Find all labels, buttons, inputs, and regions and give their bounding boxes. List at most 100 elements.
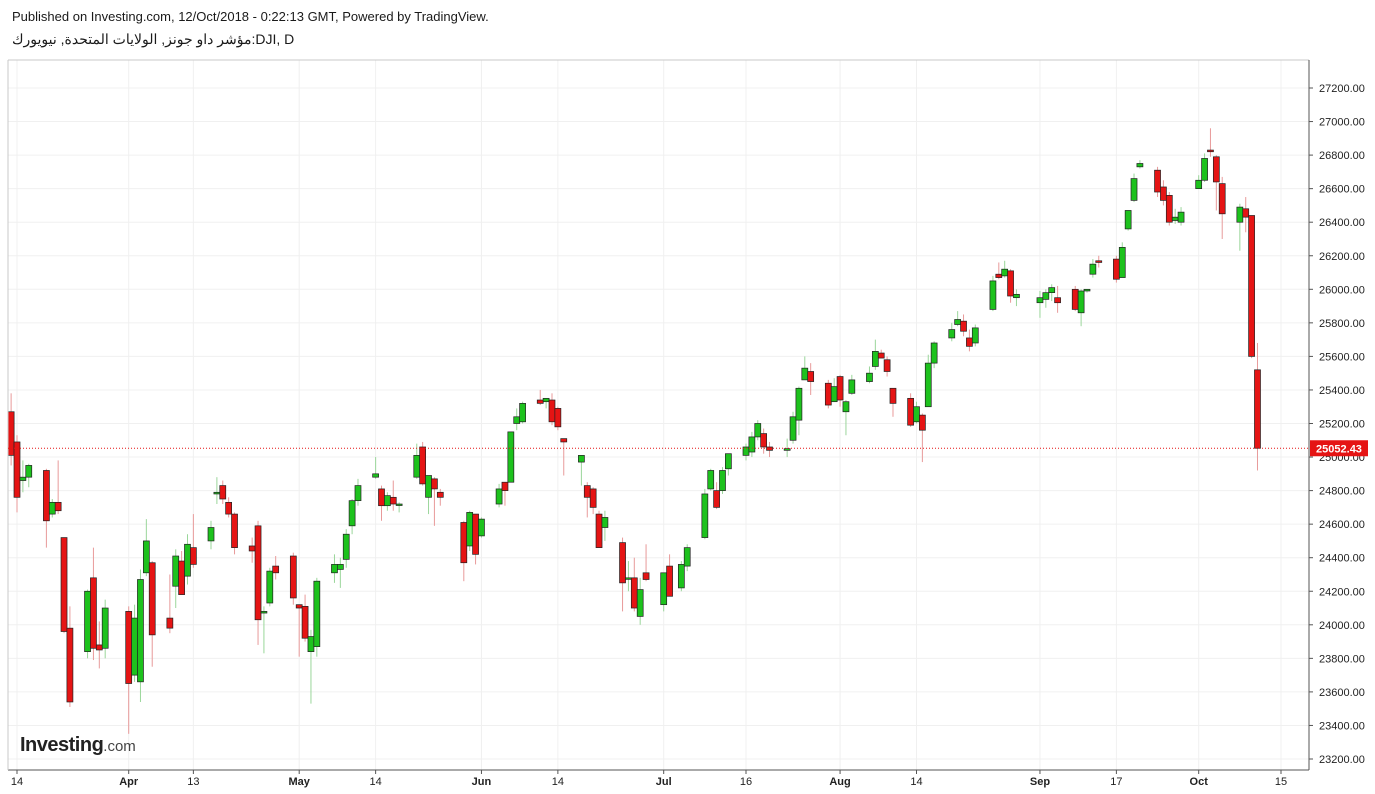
candle[interactable] [60, 537, 68, 634]
candle[interactable] [1171, 208, 1179, 224]
candle[interactable] [1248, 215, 1255, 359]
candle[interactable] [742, 443, 750, 461]
candle[interactable] [1113, 255, 1120, 283]
candle[interactable] [966, 329, 973, 352]
candle[interactable] [542, 397, 550, 409]
candle[interactable] [1212, 155, 1220, 211]
candle[interactable] [295, 604, 303, 657]
candle[interactable] [1042, 289, 1050, 308]
candle[interactable] [142, 519, 150, 577]
candle[interactable] [1054, 285, 1061, 313]
candle[interactable] [954, 311, 962, 327]
candle[interactable] [395, 502, 403, 513]
candle[interactable] [948, 322, 956, 342]
candle[interactable] [19, 460, 27, 493]
candle[interactable] [1089, 259, 1097, 278]
candle[interactable] [1048, 284, 1056, 302]
candle[interactable] [1007, 269, 1014, 303]
candle[interactable] [1207, 128, 1214, 157]
candle[interactable] [1242, 197, 1250, 233]
candle[interactable] [871, 339, 879, 370]
candle[interactable] [137, 569, 144, 702]
candle[interactable] [924, 354, 932, 408]
candle[interactable] [995, 262, 1003, 280]
candle[interactable] [630, 557, 638, 612]
candle[interactable] [636, 577, 644, 625]
candle[interactable] [554, 406, 562, 431]
candle[interactable] [425, 475, 432, 515]
candle[interactable] [1001, 260, 1009, 278]
candle[interactable] [989, 275, 997, 312]
candle[interactable] [830, 378, 838, 403]
candle[interactable] [971, 324, 979, 347]
candle[interactable] [301, 594, 309, 642]
candle[interactable] [7, 393, 15, 466]
candle[interactable] [748, 431, 756, 458]
candle[interactable] [754, 420, 762, 441]
candle[interactable] [431, 477, 438, 526]
candle[interactable] [472, 513, 479, 565]
candle[interactable] [1013, 289, 1020, 307]
candle[interactable] [913, 401, 920, 424]
candle[interactable] [466, 510, 474, 551]
candle[interactable] [190, 514, 197, 568]
candle[interactable] [354, 478, 362, 506]
candle[interactable] [701, 488, 709, 540]
candle[interactable] [919, 413, 926, 463]
candle[interactable] [866, 366, 873, 384]
candle[interactable] [889, 387, 897, 417]
candle[interactable] [372, 457, 379, 479]
candle[interactable] [583, 482, 591, 518]
candle[interactable] [601, 510, 609, 541]
candle[interactable] [660, 572, 668, 612]
candle[interactable] [272, 556, 280, 580]
candle[interactable] [824, 379, 832, 409]
candle[interactable] [1130, 173, 1138, 203]
candle[interactable] [519, 401, 526, 424]
candle[interactable] [807, 363, 815, 395]
candle[interactable] [548, 393, 556, 426]
candle[interactable] [836, 374, 844, 407]
candle[interactable] [248, 537, 256, 563]
candle[interactable] [707, 468, 715, 491]
candle[interactable] [760, 428, 767, 454]
candle[interactable] [419, 441, 427, 486]
candle[interactable] [43, 468, 50, 548]
candle[interactable] [1077, 289, 1085, 327]
candle[interactable] [666, 554, 673, 597]
candle[interactable] [677, 561, 685, 592]
candle[interactable] [378, 485, 385, 521]
candle[interactable] [1136, 160, 1144, 169]
candle[interactable] [783, 438, 791, 458]
candle[interactable] [307, 629, 315, 704]
candle[interactable] [907, 393, 914, 427]
candle[interactable] [184, 534, 191, 585]
candle[interactable] [95, 621, 103, 669]
candle[interactable] [930, 341, 938, 369]
candle[interactable] [13, 435, 21, 513]
candle[interactable] [795, 386, 803, 436]
candle[interactable] [84, 589, 91, 659]
candle[interactable] [101, 599, 109, 659]
candle[interactable] [507, 431, 515, 483]
candle[interactable] [513, 408, 521, 431]
candle[interactable] [713, 482, 720, 510]
candle[interactable] [801, 356, 809, 381]
candle[interactable] [589, 487, 597, 515]
candle[interactable] [342, 529, 350, 568]
candle[interactable] [1154, 166, 1161, 198]
candle[interactable] [1165, 192, 1173, 226]
candle[interactable] [225, 497, 232, 518]
candle[interactable] [1036, 290, 1044, 318]
candle[interactable] [1195, 175, 1203, 189]
candle[interactable] [166, 574, 174, 634]
candle[interactable] [877, 349, 885, 359]
candle[interactable] [131, 604, 138, 682]
candle[interactable] [560, 438, 568, 476]
candle[interactable] [313, 577, 321, 657]
candle[interactable] [289, 552, 297, 605]
candle[interactable] [619, 537, 626, 612]
candle[interactable] [148, 561, 156, 667]
candle[interactable] [578, 455, 585, 486]
